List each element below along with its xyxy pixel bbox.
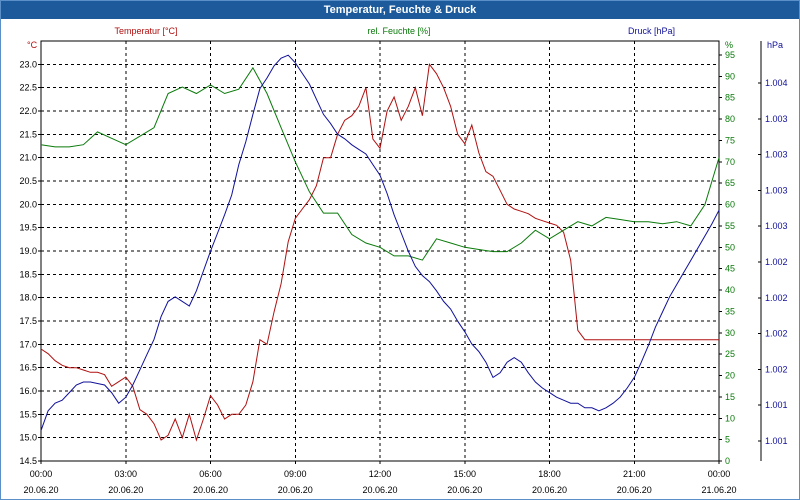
temperature-unit: °C bbox=[27, 40, 38, 50]
x-tick-time: 00:00 bbox=[708, 469, 731, 479]
x-tick-time: 12:00 bbox=[369, 469, 392, 479]
temperature-tick-label: 19.0 bbox=[19, 246, 37, 256]
temperature-tick-label: 18.0 bbox=[19, 293, 37, 303]
humidity-tick-label: 65 bbox=[725, 178, 735, 188]
pressure-tick-label: 1.004 bbox=[765, 78, 788, 88]
pressure-tick-label: 1.003 bbox=[765, 221, 788, 231]
humidity-tick-label: 20 bbox=[725, 371, 735, 381]
x-tick-date: 20.06.20 bbox=[362, 485, 397, 495]
humidity-tick-label: 15 bbox=[725, 392, 735, 402]
x-tick-time: 00:00 bbox=[30, 469, 53, 479]
x-tick-date: 20.06.20 bbox=[278, 485, 313, 495]
humidity-tick-label: 60 bbox=[725, 200, 735, 210]
pressure-tick-label: 1.003 bbox=[765, 185, 788, 195]
axis-labels: 23.0 22.5 22.0 21.5 21.0 20.5 20.0 19.5 19.0 18.5… bbox=[19, 26, 787, 495]
temperature-tick-label: 23.0 bbox=[19, 59, 37, 69]
x-tick-date: 20.06.20 bbox=[617, 485, 652, 495]
humidity-tick-label: 95 bbox=[725, 50, 735, 60]
pressure-unit: hPa bbox=[767, 40, 783, 50]
temperature-tick-label: 18.5 bbox=[19, 269, 37, 279]
temperature-tick-label: 20.5 bbox=[19, 176, 37, 186]
temperature-tick-label: 15.5 bbox=[19, 409, 37, 419]
temperature-tick-label: 14.5 bbox=[19, 456, 37, 466]
temperature-tick-label: 16.0 bbox=[19, 386, 37, 396]
humidity-tick-label: 40 bbox=[725, 285, 735, 295]
temperature-tick-label: 15.0 bbox=[19, 433, 37, 443]
temperature-tick-label: 21.0 bbox=[19, 153, 37, 163]
humidity-tick-label: 75 bbox=[725, 135, 735, 145]
axes bbox=[38, 40, 762, 464]
pressure-tick-label: 1.002 bbox=[765, 364, 788, 374]
humidity-tick-label: 35 bbox=[725, 306, 735, 316]
temperature-tick-label: 20.0 bbox=[19, 199, 37, 209]
humidity-unit: % bbox=[725, 40, 733, 50]
x-tick-time: 18:00 bbox=[538, 469, 561, 479]
humidity-tick-label: 30 bbox=[725, 328, 735, 338]
x-tick-time: 21:00 bbox=[623, 469, 646, 479]
x-tick-time: 03:00 bbox=[114, 469, 137, 479]
x-tick-date: 20.06.20 bbox=[23, 485, 58, 495]
series-title: Druck [hPa] bbox=[628, 26, 675, 36]
humidity-tick-label: 25 bbox=[725, 349, 735, 359]
humidity-tick-label: 70 bbox=[725, 157, 735, 167]
temperature-tick-label: 22.5 bbox=[19, 83, 37, 93]
series-title: Temperatur [°C] bbox=[114, 26, 177, 36]
x-tick-date: 21.06.20 bbox=[701, 485, 736, 495]
temperature-tick-label: 22.0 bbox=[19, 106, 37, 116]
temperature-tick-label: 21.5 bbox=[19, 129, 37, 139]
humidity-tick-label: 45 bbox=[725, 264, 735, 274]
series-lines bbox=[40, 54, 720, 442]
x-tick-time: 09:00 bbox=[284, 469, 307, 479]
x-tick-date: 20.06.20 bbox=[108, 485, 143, 495]
series-line bbox=[40, 66, 720, 261]
series-line bbox=[40, 54, 720, 431]
temperature-tick-label: 19.5 bbox=[19, 223, 37, 233]
grid bbox=[41, 41, 719, 462]
pressure-tick-label: 1.002 bbox=[765, 329, 788, 339]
humidity-tick-label: 5 bbox=[725, 435, 730, 445]
humidity-tick-label: 10 bbox=[725, 413, 735, 423]
x-tick-date: 20.06.20 bbox=[447, 485, 482, 495]
humidity-tick-label: 50 bbox=[725, 242, 735, 252]
pressure-tick-label: 1.002 bbox=[765, 257, 788, 267]
humidity-tick-label: 90 bbox=[725, 71, 735, 81]
humidity-tick-label: 55 bbox=[725, 221, 735, 231]
window-title: Temperatur, Feuchte & Druck bbox=[1, 1, 799, 19]
pressure-tick-label: 1.003 bbox=[765, 114, 788, 124]
temperature-tick-label: 17.5 bbox=[19, 316, 37, 326]
pressure-tick-label: 1.001 bbox=[765, 400, 788, 410]
temperature-tick-label: 16.5 bbox=[19, 363, 37, 373]
series-line bbox=[40, 63, 719, 442]
humidity-tick-label: 80 bbox=[725, 114, 735, 124]
temperature-tick-label: 17.0 bbox=[19, 339, 37, 349]
humidity-tick-label: 85 bbox=[725, 93, 735, 103]
x-tick-date: 20.06.20 bbox=[532, 485, 567, 495]
x-tick-time: 15:00 bbox=[453, 469, 476, 479]
pressure-tick-label: 1.002 bbox=[765, 293, 788, 303]
humidity-tick-label: 0 bbox=[725, 456, 730, 466]
pressure-tick-label: 1.001 bbox=[765, 436, 788, 446]
series-title: rel. Feuchte [%] bbox=[367, 26, 430, 36]
x-tick-date: 20.06.20 bbox=[193, 485, 228, 495]
pressure-tick-label: 1.003 bbox=[765, 150, 788, 160]
x-tick-time: 06:00 bbox=[199, 469, 222, 479]
